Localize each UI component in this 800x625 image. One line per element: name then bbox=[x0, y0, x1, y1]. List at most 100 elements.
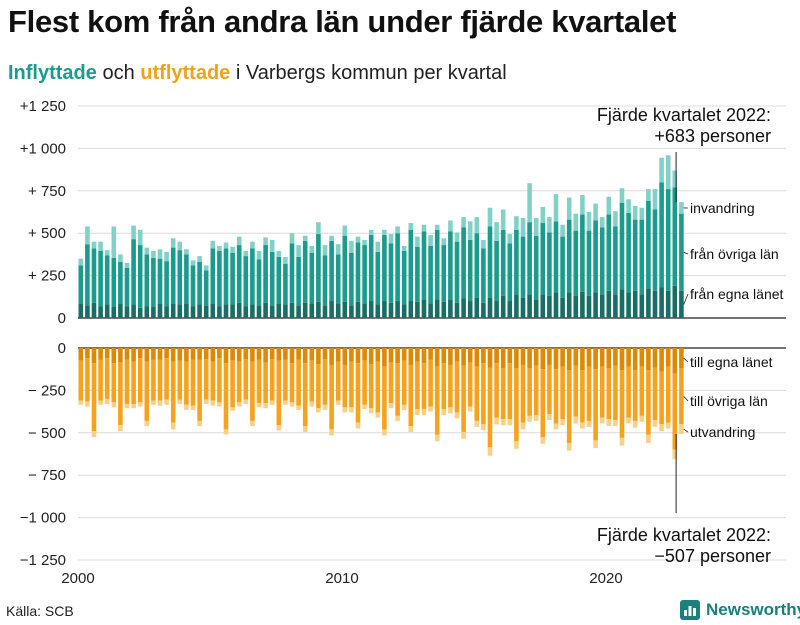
bar-segment bbox=[296, 305, 301, 318]
bar-segment bbox=[210, 248, 216, 304]
bar-segment bbox=[553, 194, 559, 222]
bar-segment bbox=[362, 348, 367, 361]
bar-segment bbox=[467, 301, 473, 318]
bar-segment bbox=[151, 251, 156, 258]
bar-segment bbox=[283, 400, 288, 405]
bar-segment bbox=[659, 157, 664, 183]
bar-segment bbox=[289, 363, 295, 403]
bar-segment bbox=[170, 303, 176, 318]
bar-segment bbox=[283, 359, 288, 401]
series-label: till övriga län bbox=[690, 393, 768, 409]
bar-segment bbox=[520, 422, 526, 430]
bar-segment bbox=[157, 400, 163, 406]
chart-title: Flest kom från andra län under fjärde kv… bbox=[8, 4, 677, 39]
bar-segment bbox=[540, 369, 546, 438]
bar-segment bbox=[355, 242, 361, 302]
bar-segment bbox=[78, 258, 84, 266]
bar-segment bbox=[494, 301, 499, 318]
bar-segment bbox=[421, 348, 427, 364]
bar-segment bbox=[104, 304, 110, 318]
bar-segment bbox=[124, 306, 130, 318]
bar-segment bbox=[547, 232, 552, 296]
bar-segment bbox=[98, 359, 103, 401]
bar-segment bbox=[606, 419, 612, 427]
bar-segment bbox=[137, 245, 143, 308]
bar-segment bbox=[421, 409, 427, 415]
bar-segment bbox=[652, 209, 658, 291]
bar-segment bbox=[269, 400, 275, 405]
bar-segment bbox=[362, 404, 367, 410]
bar-segment bbox=[507, 348, 513, 364]
bar-segment bbox=[144, 247, 150, 255]
bar-segment bbox=[566, 219, 572, 293]
bar-segment bbox=[184, 361, 189, 405]
bar-segment bbox=[606, 368, 612, 420]
bar-segment bbox=[283, 304, 288, 318]
bar-segment bbox=[461, 348, 466, 366]
bar-segment bbox=[474, 348, 480, 367]
bar-segment bbox=[441, 348, 447, 364]
bar-segment bbox=[388, 234, 394, 244]
bar-segment bbox=[131, 225, 136, 240]
bar-segment bbox=[547, 364, 552, 415]
bar-segment bbox=[514, 348, 519, 369]
bar-segment bbox=[382, 229, 387, 235]
bar-segment bbox=[659, 371, 664, 425]
bar-segment bbox=[184, 404, 189, 410]
bar-segment bbox=[250, 241, 255, 249]
bar-segment bbox=[646, 200, 651, 289]
bar-segment bbox=[164, 251, 169, 262]
bar-segment bbox=[157, 348, 163, 360]
bar-segment bbox=[679, 424, 684, 434]
bar-segment bbox=[553, 292, 559, 318]
bar-segment bbox=[646, 348, 651, 371]
bar-segment bbox=[104, 398, 110, 404]
bar-segment bbox=[672, 170, 678, 188]
bar-segment bbox=[131, 239, 136, 305]
bar-segment bbox=[375, 412, 381, 418]
bar-segment bbox=[560, 366, 565, 420]
bar-segment bbox=[646, 370, 651, 435]
bar-segment bbox=[395, 233, 400, 302]
bar-segment bbox=[296, 256, 301, 306]
bar-segment bbox=[632, 348, 638, 371]
bar-segment bbox=[78, 348, 84, 361]
migration-chart: +1 250 +1 000 + 750 + 500 + 250 0 0 − 250 − 500 −… bbox=[20, 98, 786, 587]
bar-segment bbox=[263, 348, 268, 363]
bar-segment bbox=[256, 348, 262, 360]
label-leader bbox=[683, 428, 689, 433]
bar-segment bbox=[467, 221, 473, 240]
bar-segment bbox=[679, 213, 684, 291]
bar-segment bbox=[494, 222, 499, 241]
bar-segment bbox=[632, 219, 638, 291]
bar-segment bbox=[540, 223, 546, 295]
bar-segment bbox=[375, 251, 381, 305]
bar-segment bbox=[203, 359, 209, 400]
bar-segment bbox=[151, 359, 156, 401]
bar-segment bbox=[580, 214, 585, 292]
bar-segment bbox=[507, 363, 513, 420]
bar-segment bbox=[203, 348, 209, 360]
bar-segment bbox=[395, 348, 400, 364]
bar-segment bbox=[454, 412, 460, 419]
bar-segment bbox=[243, 251, 249, 257]
y-tick-label: 0 bbox=[58, 340, 66, 357]
bar-segment bbox=[256, 259, 262, 306]
bar-segment bbox=[665, 155, 671, 190]
bar-segment bbox=[230, 407, 235, 411]
bar-segment bbox=[448, 220, 453, 232]
bar-segment bbox=[184, 249, 189, 255]
bar-segment bbox=[672, 373, 678, 450]
bar-segment bbox=[401, 304, 407, 318]
bar-segment bbox=[263, 245, 268, 303]
bar-segment bbox=[269, 251, 275, 306]
bar-segment bbox=[302, 235, 308, 241]
bar-segment bbox=[124, 359, 130, 404]
brand-logo: Newsworthy bbox=[680, 600, 800, 620]
bar-segment bbox=[632, 206, 638, 220]
bar-segment bbox=[533, 235, 539, 300]
bar-segment bbox=[415, 246, 420, 302]
bar-segment bbox=[144, 306, 150, 318]
bar-segment bbox=[474, 420, 480, 427]
bar-segment bbox=[533, 348, 539, 366]
